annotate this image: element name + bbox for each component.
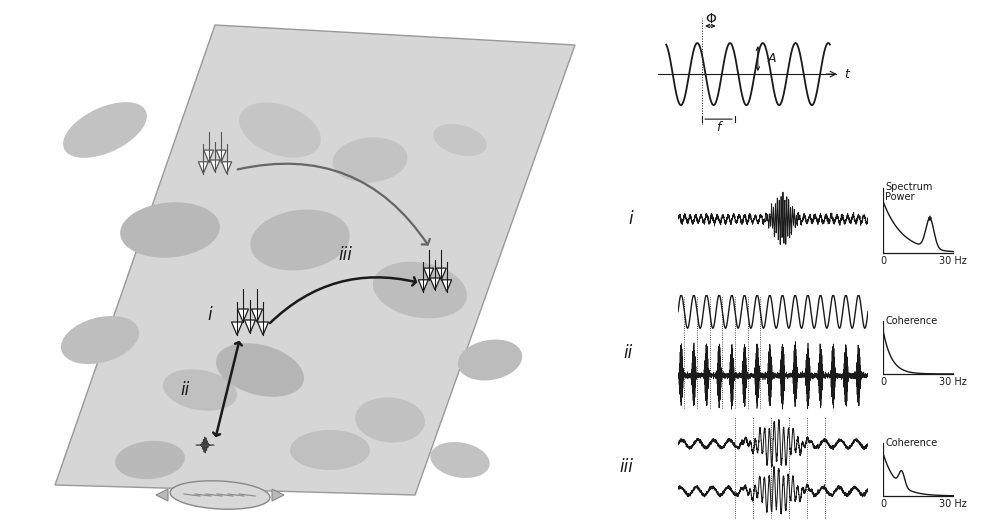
- Polygon shape: [216, 150, 226, 162]
- Ellipse shape: [333, 137, 407, 182]
- Polygon shape: [237, 309, 248, 322]
- Ellipse shape: [170, 481, 270, 509]
- Text: A: A: [768, 52, 776, 65]
- Text: i: i: [628, 210, 633, 228]
- Polygon shape: [258, 322, 269, 335]
- Ellipse shape: [121, 202, 220, 257]
- Polygon shape: [156, 489, 168, 501]
- Polygon shape: [423, 268, 433, 280]
- Ellipse shape: [373, 262, 467, 318]
- Text: 30 Hz: 30 Hz: [939, 500, 967, 509]
- Polygon shape: [436, 268, 446, 280]
- Text: ii: ii: [180, 381, 189, 399]
- Polygon shape: [204, 150, 214, 162]
- Ellipse shape: [356, 397, 425, 443]
- Polygon shape: [442, 280, 451, 292]
- Polygon shape: [244, 320, 256, 333]
- Ellipse shape: [239, 102, 321, 157]
- Text: t: t: [845, 68, 850, 81]
- Text: 30 Hz: 30 Hz: [939, 377, 967, 387]
- Text: 0: 0: [879, 377, 886, 387]
- Text: Coherence: Coherence: [885, 316, 937, 326]
- Polygon shape: [252, 309, 263, 322]
- Text: Spectrum: Spectrum: [885, 182, 932, 192]
- Polygon shape: [231, 322, 242, 335]
- Polygon shape: [222, 162, 232, 173]
- Text: i: i: [208, 306, 212, 324]
- Text: 0: 0: [879, 500, 886, 509]
- Ellipse shape: [458, 339, 522, 380]
- Polygon shape: [430, 278, 440, 290]
- Text: f: f: [716, 121, 721, 134]
- Text: iii: iii: [338, 246, 352, 264]
- Ellipse shape: [216, 343, 304, 397]
- Ellipse shape: [63, 102, 146, 158]
- Ellipse shape: [250, 210, 350, 270]
- Ellipse shape: [433, 124, 487, 156]
- Text: ii: ii: [623, 344, 633, 362]
- Polygon shape: [55, 25, 575, 495]
- Ellipse shape: [163, 369, 237, 411]
- Text: 30 Hz: 30 Hz: [939, 256, 967, 266]
- Ellipse shape: [290, 430, 370, 470]
- Text: Φ: Φ: [705, 12, 716, 26]
- Text: Power: Power: [885, 192, 915, 202]
- Polygon shape: [418, 280, 428, 292]
- Polygon shape: [272, 489, 284, 501]
- Text: 0: 0: [879, 256, 886, 266]
- Polygon shape: [198, 162, 208, 173]
- Ellipse shape: [116, 441, 185, 479]
- Text: Coherence: Coherence: [885, 438, 937, 448]
- Ellipse shape: [61, 316, 139, 364]
- Polygon shape: [210, 160, 220, 172]
- Ellipse shape: [430, 442, 490, 478]
- Text: iii: iii: [620, 459, 633, 477]
